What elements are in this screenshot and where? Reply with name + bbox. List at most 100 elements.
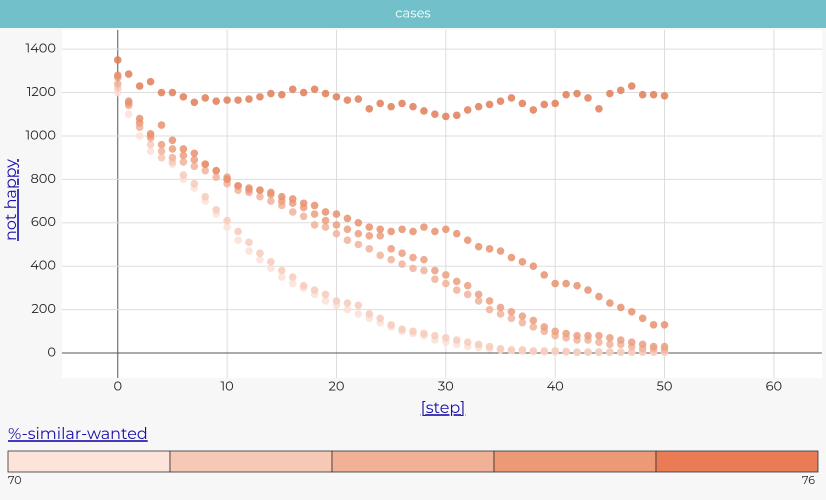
point: [573, 348, 581, 356]
point: [606, 299, 614, 307]
point: [551, 347, 559, 355]
point: [179, 171, 188, 179]
point: [190, 179, 199, 188]
point: [431, 275, 439, 284]
x-tick-label: 30: [438, 378, 454, 394]
point: [157, 140, 166, 149]
point: [288, 85, 297, 94]
point: [518, 99, 527, 108]
point: [332, 210, 341, 218]
point: [157, 88, 166, 97]
point: [256, 192, 264, 201]
point: [496, 97, 505, 106]
point: [562, 329, 570, 338]
point: [376, 251, 385, 260]
point: [113, 56, 122, 64]
x-axis-label[interactable]: [step]: [421, 399, 466, 418]
point: [529, 316, 538, 325]
point: [606, 89, 614, 98]
point: [584, 94, 592, 102]
point: [627, 82, 636, 90]
point: [529, 262, 538, 270]
point: [573, 89, 581, 98]
point: [365, 232, 374, 240]
point: [365, 223, 374, 231]
point: [310, 85, 319, 94]
title-bar: [0, 0, 826, 28]
point: [223, 175, 231, 184]
point: [310, 221, 319, 229]
legend-title[interactable]: %-similar-wanted: [8, 425, 148, 444]
point: [562, 347, 570, 356]
point: [442, 112, 450, 121]
point: [267, 264, 275, 273]
point: [212, 166, 220, 175]
point: [452, 111, 461, 120]
point: [551, 99, 559, 108]
point: [398, 325, 406, 333]
point: [616, 348, 625, 356]
point: [354, 301, 363, 310]
point: [398, 99, 406, 108]
point: [431, 227, 439, 236]
point: [496, 303, 505, 312]
point: [420, 329, 428, 338]
point: [245, 95, 253, 103]
point: [431, 266, 439, 275]
point: [354, 95, 363, 103]
point: [190, 149, 199, 158]
y-tick-label: 200: [31, 301, 56, 317]
point: [627, 348, 636, 356]
title: cases: [395, 5, 431, 21]
point: [190, 98, 199, 107]
point: [431, 331, 439, 340]
point: [310, 201, 319, 210]
point: [507, 253, 516, 262]
point: [343, 305, 352, 314]
point: [321, 216, 330, 225]
point: [179, 151, 188, 160]
point: [660, 91, 669, 100]
point: [245, 184, 253, 192]
legend-max: 76: [802, 473, 815, 487]
x-tick-label: 0: [113, 378, 122, 394]
point: [606, 340, 614, 349]
point: [496, 310, 505, 318]
point: [398, 260, 406, 268]
x-tick-label: 20: [328, 378, 344, 394]
point: [409, 253, 417, 262]
point: [474, 242, 483, 251]
point: [332, 229, 341, 238]
x-tick-label: 50: [657, 378, 673, 394]
point: [245, 247, 253, 255]
point: [660, 321, 669, 329]
y-tick-label: 600: [31, 214, 56, 230]
point: [299, 88, 308, 97]
point: [321, 223, 330, 231]
point: [146, 77, 155, 86]
point: [398, 225, 406, 234]
point: [638, 90, 647, 99]
point: [540, 100, 549, 109]
point: [573, 331, 581, 340]
point: [616, 86, 625, 95]
point: [540, 323, 549, 331]
y-axis-label[interactable]: not happy: [2, 159, 21, 241]
point: [649, 321, 658, 329]
point: [387, 227, 395, 236]
point: [409, 264, 417, 273]
point: [332, 93, 341, 101]
y-tick-label: 0: [47, 344, 56, 360]
point: [442, 225, 450, 234]
point: [463, 290, 472, 299]
x-tick-label: 60: [766, 378, 783, 394]
legend-swatch: [169, 450, 333, 473]
point: [463, 236, 472, 244]
point: [267, 89, 275, 98]
point: [649, 90, 658, 99]
point: [409, 227, 417, 236]
point: [518, 258, 527, 266]
point: [452, 277, 461, 286]
point: [463, 106, 472, 114]
point: [420, 266, 428, 275]
